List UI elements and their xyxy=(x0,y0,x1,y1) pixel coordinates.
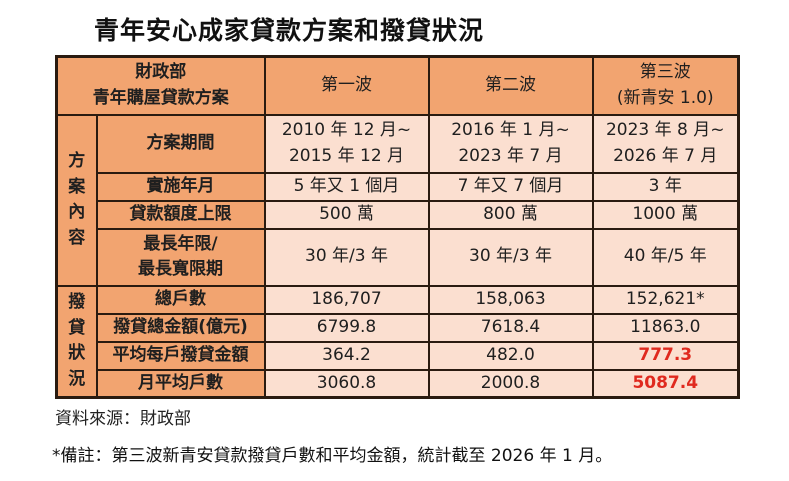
row-label-max-term: 最長年限/ 最長寬限期 xyxy=(95,227,266,287)
page-title: 青年安心成家貸款方案和撥貸狀況 xyxy=(94,16,485,45)
data-cell: 2000.8 xyxy=(427,368,594,399)
data-cell: 2010 年 12 月~ 2015 年 12 月 xyxy=(263,113,430,174)
row-label-duration: 實施年月 xyxy=(95,171,266,202)
data-cell: 6799.8 xyxy=(263,312,430,343)
table-header-row: 財政部 青年購屋貸款方案 第一波 第二波 第三波 (新青安 1.0) xyxy=(55,55,740,116)
data-cell: 30 年/3 年 xyxy=(427,227,594,287)
data-cell: 5087.4 xyxy=(591,368,740,399)
data-cell: 11863.0 xyxy=(591,312,740,343)
data-cell: 1000 萬 xyxy=(591,199,740,230)
col-header-wave3: 第三波 (新青安 1.0) xyxy=(591,55,740,116)
data-cell: 777.3 xyxy=(591,340,740,371)
row-label-monthly-avg-households: 月平均戶數 xyxy=(95,368,266,399)
data-cell: 30 年/3 年 xyxy=(263,227,430,287)
row-label-total-households: 總戶數 xyxy=(95,284,266,315)
group-label-disbursement-status: 撥貸 狀況 xyxy=(55,284,98,399)
data-cell: 3060.8 xyxy=(263,368,430,399)
data-cell: 186,707 xyxy=(263,284,430,315)
data-cell: 364.2 xyxy=(263,340,430,371)
table-row: 月平均戶數 3060.8 2000.8 5087.4 xyxy=(57,368,740,399)
row-label-loan-cap: 貸款額度上限 xyxy=(95,199,266,230)
group-label-program-content: 方案 內容 xyxy=(55,113,98,287)
data-cell: 2016 年 1 月~ 2023 年 7 月 xyxy=(427,113,594,174)
row-label-period: 方案期間 xyxy=(95,113,266,174)
data-cell: 7618.4 xyxy=(427,312,594,343)
table-row: 貸款額度上限 500 萬 800 萬 1000 萬 xyxy=(57,199,740,230)
table-row: 方案 內容 方案期間 2010 年 12 月~ 2015 年 12 月 2016… xyxy=(55,113,740,287)
row-label-total-amount: 撥貸總金額(億元) xyxy=(95,312,266,343)
data-cell: 152,621* xyxy=(591,284,740,315)
data-cell: 800 萬 xyxy=(427,199,594,230)
data-cell: 5 年又 1 個月 xyxy=(263,171,430,202)
table-row: 撥貸總金額(億元) 6799.8 7618.4 11863.0 xyxy=(57,312,740,343)
data-cell: 158,063 xyxy=(427,284,594,315)
table-row: 實施年月 5 年又 1 個月 7 年又 7 個月 3 年 xyxy=(57,171,740,202)
data-cell: 482.0 xyxy=(427,340,594,371)
data-cell: 7 年又 7 個月 xyxy=(427,171,594,202)
col-header-wave1: 第一波 xyxy=(263,55,430,116)
col-header-wave2: 第二波 xyxy=(427,55,594,116)
table-row: 平均每戶撥貸金額 364.2 482.0 777.3 xyxy=(57,340,740,371)
data-cell: 40 年/5 年 xyxy=(591,227,740,287)
source-note: 資料來源：財政部 xyxy=(55,409,191,429)
footnote: *備註：第三波新青安貸款撥貸戶數和平均金額，統計截至 2026 年 1 月。 xyxy=(52,446,613,466)
row-label-avg-per-household: 平均每戶撥貸金額 xyxy=(95,340,266,371)
table-row: 最長年限/ 最長寬限期 30 年/3 年 30 年/3 年 40 年/5 年 xyxy=(57,227,740,287)
corner-header-cell: 財政部 青年購屋貸款方案 xyxy=(55,55,266,116)
loan-program-table: 財政部 青年購屋貸款方案 第一波 第二波 第三波 (新青安 1.0) 方案 內容… xyxy=(55,55,740,399)
data-cell: 500 萬 xyxy=(263,199,430,230)
data-cell: 2023 年 8 月~ 2026 年 7 月 xyxy=(591,113,740,174)
data-cell: 3 年 xyxy=(591,171,740,202)
table-row: 撥貸 狀況 總戶數 186,707 158,063 152,621* xyxy=(55,284,740,399)
